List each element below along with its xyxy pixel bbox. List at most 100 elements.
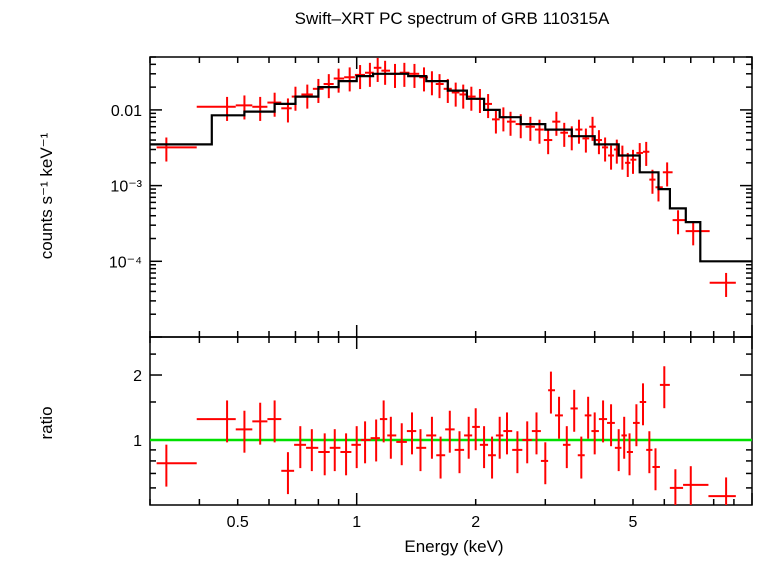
ratio-panel: 1 2 0.5 1 2 5 [133,336,753,531]
data-point [548,371,555,414]
data-point [475,88,485,114]
data-point [252,402,268,445]
data-point [436,436,446,479]
data-point [560,122,569,147]
data-point [598,400,608,443]
data-point [344,67,355,92]
data-point [495,416,504,459]
data-point [454,431,465,474]
data-point [451,82,460,107]
data-point [685,221,710,246]
data-point [659,366,670,409]
data-point [662,162,673,187]
data-point [427,71,436,96]
data-point [506,111,516,136]
data-point [488,436,496,479]
data-point [373,57,382,82]
data-point [582,128,590,153]
data-point [646,431,653,474]
data-point [619,145,626,170]
data-point [379,400,388,443]
plot-frame [149,56,753,338]
data-point [235,410,253,453]
data-point [426,416,437,459]
data-point [267,400,282,443]
data-point [649,169,656,194]
data-point [531,412,541,455]
data-point [552,111,561,136]
data-point [416,429,427,472]
data-point [570,389,578,432]
data-point [484,94,493,119]
data-point [370,419,380,462]
data-point [390,63,400,88]
data-point [625,152,631,177]
y-tick-label: 2 [133,368,142,385]
data-point [562,426,571,469]
data-point [608,145,614,170]
plot-frame [149,336,753,506]
data-point [652,448,660,491]
data-point [632,404,640,447]
y-tick-label: 10⁻⁴ [109,254,142,271]
data-point [360,421,371,464]
y-tick-label: 1 [133,433,142,450]
data-point [575,119,583,144]
data-point [595,130,603,155]
data-point [554,396,563,439]
data-point [614,429,622,472]
data-point [196,400,236,443]
data-point [591,412,599,455]
data-point [406,412,417,455]
bottom-y-axis-label: ratio [37,406,56,439]
x-axis-label: Energy (keV) [404,537,503,556]
data-point [156,444,197,487]
data-point [306,429,319,472]
data-point [464,416,473,459]
data-point [672,210,686,235]
data-point [683,466,709,505]
data-point [318,433,330,476]
data-point [621,416,627,459]
data-point [669,469,684,505]
data-point [525,116,535,141]
data-point [472,408,480,451]
data-point [709,272,736,297]
data-point [512,431,523,474]
data-point [294,426,307,469]
spectrum-panel: 0.01 10⁻³ 10⁻⁴ [109,56,753,338]
data-point [708,477,736,505]
data-point [396,423,407,466]
data-point [584,396,592,439]
data-point [642,141,650,166]
data-point [639,383,647,426]
data-point [340,433,352,476]
data-point [387,416,397,459]
data-point [196,96,236,121]
data-point [445,410,455,453]
data-point [492,109,500,134]
x-tick-label: 5 [629,514,638,531]
chart-title: Swift–XRT PC spectrum of GRB 110315A [295,9,610,28]
data-point [503,412,513,455]
x-tick-label: 2 [471,514,480,531]
model-curve [150,72,752,263]
data-point [479,426,489,469]
data-point [602,137,609,162]
x-tick-label: 0.5 [227,514,249,531]
data-point [156,137,197,162]
y-tick-label: 10⁻³ [110,179,142,196]
data-point [522,421,532,464]
data-point [540,442,549,485]
data-point [252,96,268,121]
y-tick-label: 0.01 [111,103,142,120]
data-point [626,433,633,476]
x-tick-label: 1 [352,514,361,531]
data-point [281,98,292,123]
data-point [281,452,295,495]
data-point [543,130,553,155]
data-point [577,436,585,479]
data-point [351,426,361,469]
